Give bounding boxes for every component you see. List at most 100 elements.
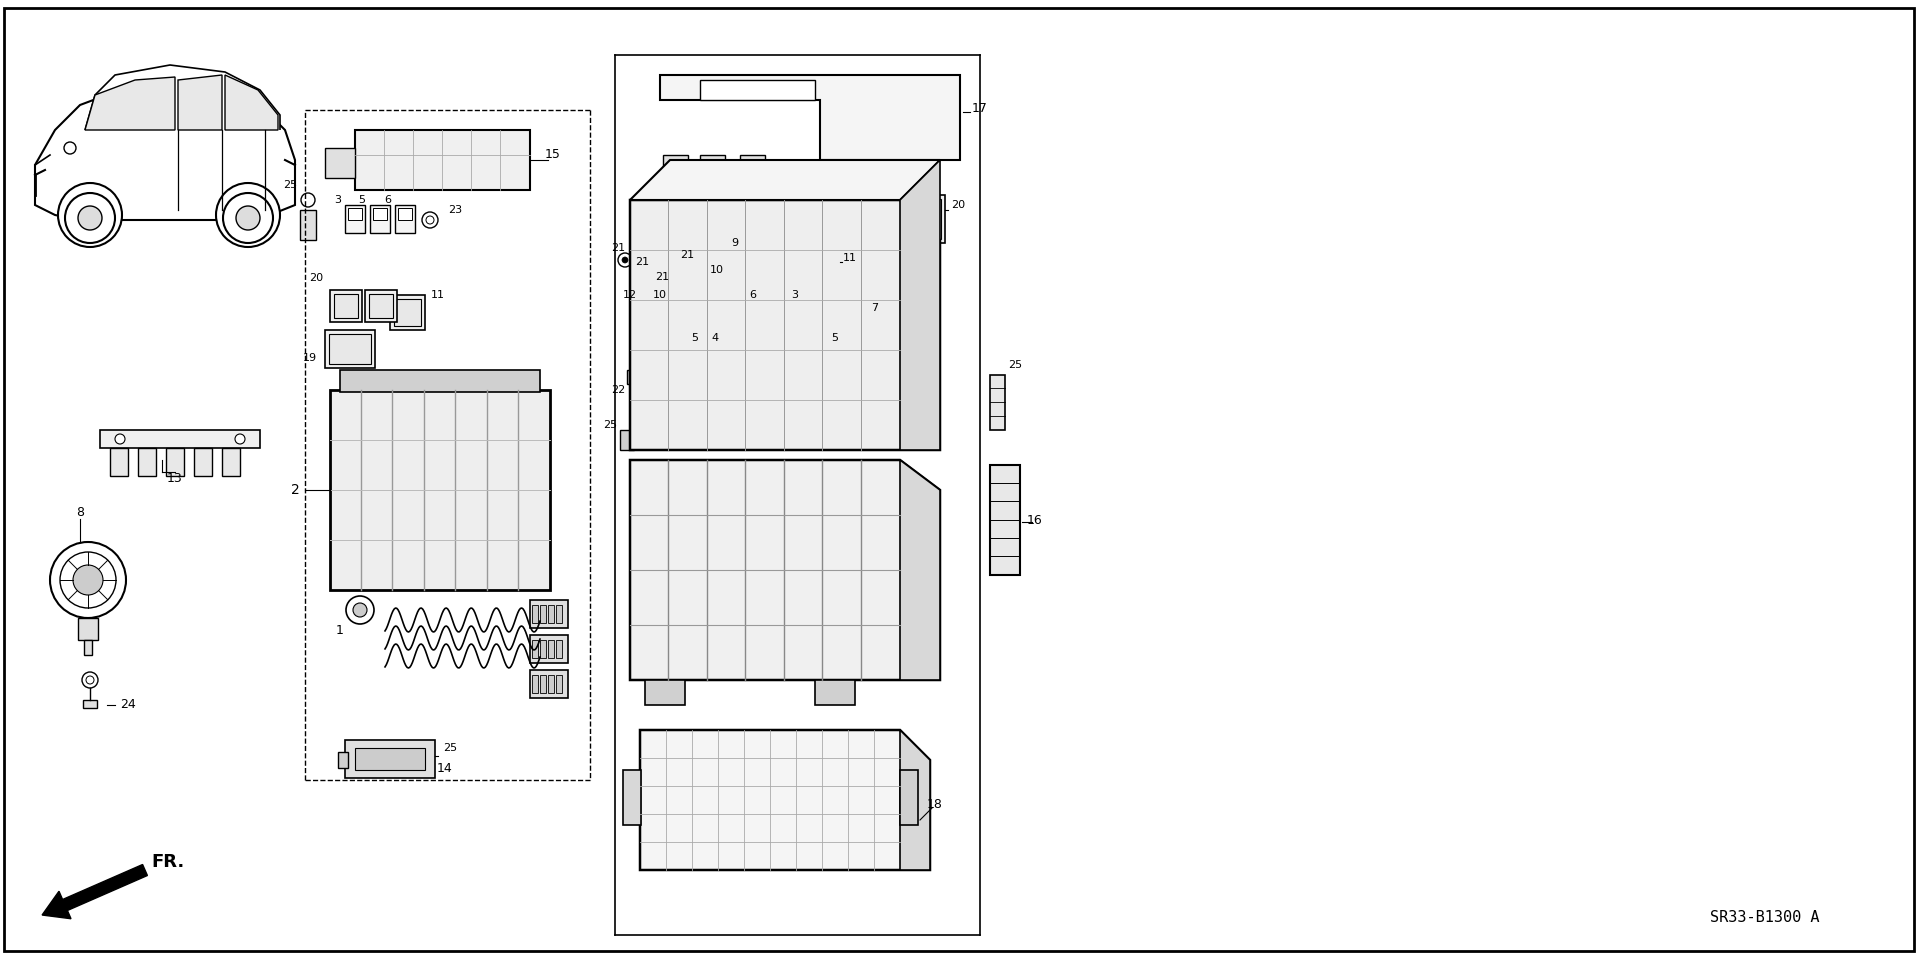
Bar	[100, 430, 259, 448]
Text: 5: 5	[359, 195, 365, 205]
Bar	[716, 308, 730, 318]
Bar	[330, 290, 363, 322]
Polygon shape	[84, 65, 280, 130]
Circle shape	[301, 193, 315, 207]
Text: 12: 12	[622, 290, 637, 300]
Text: 25: 25	[603, 420, 616, 430]
Text: 2: 2	[290, 483, 300, 497]
Bar	[637, 308, 649, 318]
Text: 20: 20	[309, 273, 323, 283]
Text: 3: 3	[334, 195, 342, 205]
Bar	[355, 748, 424, 770]
Bar	[365, 290, 397, 322]
Bar	[636, 305, 651, 327]
Bar	[372, 208, 388, 220]
Polygon shape	[84, 77, 175, 130]
Circle shape	[618, 253, 632, 267]
Bar	[695, 305, 710, 327]
Circle shape	[60, 552, 115, 608]
Text: 18: 18	[927, 799, 943, 811]
Text: 25: 25	[444, 743, 457, 753]
Circle shape	[685, 263, 701, 277]
Bar	[530, 670, 568, 698]
Bar	[557, 675, 563, 693]
Bar	[532, 605, 538, 623]
Bar	[330, 390, 549, 590]
Bar	[371, 205, 390, 233]
Bar	[770, 250, 801, 280]
Text: 15: 15	[545, 149, 561, 161]
Bar	[348, 208, 363, 220]
Text: 13: 13	[167, 472, 182, 484]
Circle shape	[426, 216, 434, 224]
Bar	[532, 675, 538, 693]
Bar	[657, 308, 668, 318]
Circle shape	[353, 603, 367, 617]
Circle shape	[83, 672, 98, 688]
Bar	[910, 199, 941, 239]
Bar	[547, 640, 555, 658]
Text: 23: 23	[447, 205, 463, 215]
Bar	[532, 640, 538, 658]
Bar	[194, 448, 211, 476]
Bar	[755, 305, 772, 327]
Text: 11: 11	[430, 290, 445, 300]
Bar	[355, 130, 530, 190]
Text: 22: 22	[611, 385, 626, 395]
Polygon shape	[35, 85, 296, 220]
Bar	[714, 305, 732, 327]
Text: 3: 3	[791, 290, 799, 300]
Bar	[837, 308, 849, 318]
Text: 11: 11	[843, 253, 856, 263]
Bar	[530, 635, 568, 663]
Bar	[165, 448, 184, 476]
Circle shape	[79, 206, 102, 230]
Bar	[540, 605, 545, 623]
Text: 17: 17	[972, 102, 989, 114]
Bar	[697, 308, 708, 318]
Circle shape	[647, 272, 653, 278]
Text: 1: 1	[336, 623, 344, 637]
Polygon shape	[900, 160, 941, 450]
Bar	[778, 308, 789, 318]
Circle shape	[422, 212, 438, 228]
Polygon shape	[630, 200, 941, 450]
Circle shape	[643, 268, 657, 282]
Bar	[739, 155, 764, 173]
Polygon shape	[179, 75, 223, 130]
Bar	[84, 640, 92, 655]
Circle shape	[215, 183, 280, 247]
Bar	[334, 294, 357, 318]
Text: 16: 16	[1027, 513, 1043, 526]
Circle shape	[86, 676, 94, 684]
Circle shape	[236, 206, 259, 230]
Bar	[340, 370, 540, 392]
Text: 10: 10	[653, 290, 666, 300]
Bar	[645, 680, 685, 705]
Bar	[324, 148, 355, 178]
Polygon shape	[630, 160, 941, 200]
Bar	[396, 205, 415, 233]
Text: 20: 20	[950, 200, 966, 210]
Bar	[547, 605, 555, 623]
Bar	[338, 752, 348, 768]
Text: 8: 8	[77, 506, 84, 520]
Text: 10: 10	[710, 265, 724, 275]
Text: 9: 9	[732, 238, 739, 248]
Bar	[369, 294, 394, 318]
Bar	[547, 675, 555, 693]
Bar	[346, 205, 365, 233]
Bar	[540, 640, 545, 658]
Bar	[79, 618, 98, 640]
Bar	[83, 700, 98, 708]
Bar	[557, 605, 563, 623]
Bar	[795, 305, 810, 327]
Circle shape	[73, 565, 104, 595]
Bar	[776, 305, 791, 327]
Text: 24: 24	[121, 698, 136, 712]
Bar	[557, 640, 563, 658]
Circle shape	[664, 283, 680, 297]
Text: 21: 21	[636, 257, 649, 267]
Bar	[797, 308, 808, 318]
Bar	[622, 770, 641, 825]
